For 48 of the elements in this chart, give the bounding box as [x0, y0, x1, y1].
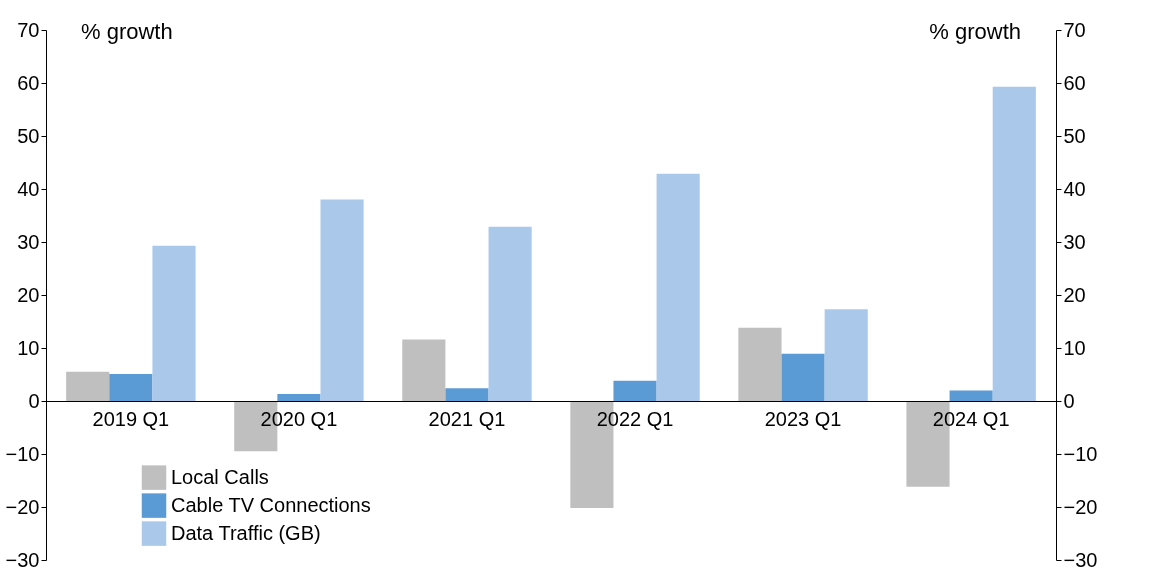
bar — [66, 371, 110, 401]
x-tick-label: 2023 Q1 — [764, 407, 842, 430]
x-tick-label: 2024 Q1 — [932, 407, 1010, 430]
y-tick-label: 70 — [17, 18, 40, 41]
x-tick-label: 2020 Q1 — [260, 407, 338, 430]
y-tick-label: −20 — [5, 495, 40, 518]
y-tick-label: −10 — [5, 442, 40, 465]
bar — [402, 339, 446, 401]
y-tick-label: −30 — [5, 548, 40, 571]
y2-tick-label: −10 — [1063, 442, 1098, 465]
bar — [738, 327, 782, 401]
y2-tick-label: 0 — [1063, 389, 1075, 412]
x-tick-label: 2021 Q1 — [428, 407, 506, 430]
bar — [992, 86, 1036, 401]
y2-tick-label: 10 — [1063, 336, 1086, 359]
y2-tick-label: 50 — [1063, 124, 1086, 147]
bar — [656, 173, 700, 401]
bar — [277, 394, 321, 401]
x-tick-label: 2022 Q1 — [596, 407, 674, 430]
y2-tick-label: 20 — [1063, 283, 1086, 306]
y2-tick-label: 60 — [1063, 71, 1086, 94]
y-tick-label: 10 — [17, 336, 40, 359]
x-tick-label: 2019 Q1 — [92, 407, 170, 430]
y-tick-label: 0 — [28, 389, 40, 412]
bar — [613, 380, 657, 401]
legend-label: Data Traffic (GB) — [171, 521, 321, 544]
bar — [109, 373, 153, 401]
y2-tick-label: 40 — [1063, 177, 1086, 200]
y-axis-title: % growth — [81, 19, 173, 44]
y-tick-label: 50 — [17, 124, 40, 147]
y-tick-label: 40 — [17, 177, 40, 200]
bar — [320, 199, 364, 401]
y2-tick-label: −20 — [1063, 495, 1098, 518]
legend-label: Local Calls — [171, 465, 269, 488]
bar — [781, 353, 825, 401]
y-tick-label: 60 — [17, 71, 40, 94]
bar — [445, 388, 489, 401]
legend-label: Cable TV Connections — [171, 493, 371, 516]
y-tick-label: 20 — [17, 283, 40, 306]
bar — [824, 309, 868, 401]
bar — [949, 390, 993, 401]
y-tick-label: 30 — [17, 230, 40, 253]
bar — [152, 245, 196, 401]
y2-axis-title: % growth — [929, 19, 1021, 44]
y2-tick-label: 30 — [1063, 230, 1086, 253]
y2-tick-label: −30 — [1063, 548, 1098, 571]
y2-tick-label: 70 — [1063, 18, 1086, 41]
bar — [488, 226, 532, 401]
